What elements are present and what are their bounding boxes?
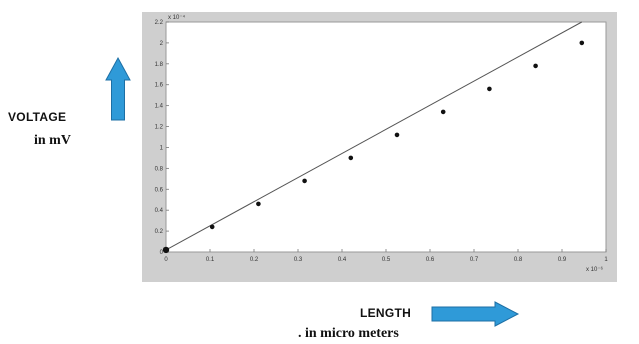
y-tick-label: 0.6 (155, 187, 164, 193)
data-point (256, 201, 261, 207)
plot-area (165, 21, 607, 253)
x-tick-label: 0.4 (338, 257, 347, 263)
data-point (579, 40, 585, 46)
data-point (440, 109, 446, 115)
y-tick-label: 0.4 (155, 208, 164, 214)
data-point (348, 155, 354, 161)
x-tick-label: 0.5 (382, 257, 391, 263)
x-tick-label: 1 (604, 257, 608, 263)
y-tick-label: 1 (160, 145, 164, 151)
data-points (162, 40, 585, 254)
x-tick-label: 0.9 (558, 257, 567, 263)
y-axis-ticks: 0 0.2 0.4 0.6 0.8 1 1.2 1.4 1.6 1.8 2 2.2 (155, 20, 169, 256)
x-axis-title: LENGTH (360, 306, 412, 320)
y-tick-label: 0 (160, 250, 164, 256)
y-axis-title: VOLTAGE (8, 110, 67, 124)
x-tick-label: 0.7 (470, 257, 479, 263)
y-tick-label: 1.4 (155, 104, 164, 110)
y-tick-label: 1.6 (155, 83, 164, 89)
data-point (487, 86, 492, 92)
x-exponent-label: x 10⁻⁶ (586, 266, 604, 273)
y-tick-label: 0.8 (155, 166, 164, 172)
up-arrow-icon (105, 56, 131, 121)
right-arrow-icon (431, 301, 520, 327)
x-axis-ticks: 0 0.1 0.2 0.3 0.4 0.5 0.6 0.7 0.8 0.9 1 (164, 249, 608, 263)
data-point (533, 63, 538, 69)
data-point (162, 246, 170, 254)
y-tick-label: 2.2 (155, 20, 164, 26)
x-tick-label: 0.6 (426, 257, 435, 263)
data-point (302, 178, 307, 184)
data-point (394, 132, 400, 138)
y-axis-unit: in mV (34, 133, 71, 148)
x-tick-label: 0.3 (294, 257, 303, 263)
x-axis-unit: . in micro meters (298, 326, 399, 341)
y-tick-label: 1.2 (155, 125, 164, 131)
x-tick-label: 0 (164, 257, 168, 263)
y-tick-label: 2 (160, 41, 164, 47)
fit-line-path (165, 21, 583, 251)
x-tick-label: 0.1 (206, 257, 215, 263)
y-tick-label: 1.8 (155, 62, 164, 68)
data-point (209, 224, 215, 230)
x-tick-label: 0.2 (250, 257, 259, 263)
y-exponent-label: x 10⁻⁴ (168, 14, 186, 21)
x-tick-label: 0.8 (514, 257, 523, 263)
fit-line (165, 21, 583, 251)
y-tick-label: 0.2 (155, 229, 164, 235)
